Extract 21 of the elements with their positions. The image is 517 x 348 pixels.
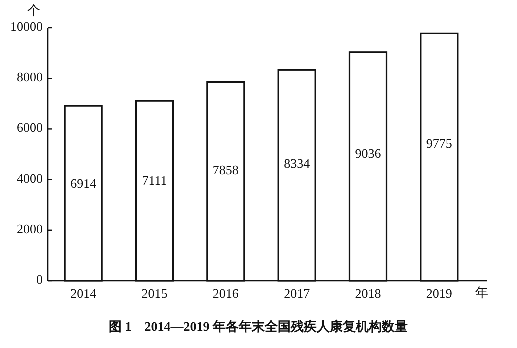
data-label: 7111	[142, 173, 168, 188]
text: 图 1 2014—2019 年各年末全国残疾人康复机构数量	[109, 318, 408, 334]
x-tick-label: 2014	[70, 286, 98, 301]
data-label: 6914	[70, 176, 98, 191]
y-tick-label: 6000	[17, 120, 43, 136]
x-tick-label: 2018	[355, 286, 382, 301]
y-tick-label: 2000	[17, 221, 43, 236]
data-label: 7858	[212, 162, 239, 178]
x-axis-title: 年	[476, 284, 488, 300]
x-tick-label: 2016	[212, 286, 240, 301]
x-tick-label: 2019	[426, 286, 452, 301]
x-tick-label: 2015	[142, 286, 168, 301]
data-label: 8334	[284, 156, 311, 172]
y-tick-label: 4000	[17, 170, 43, 186]
y-axis-title: 个	[28, 2, 40, 18]
y-tick-label: 8000	[17, 70, 43, 85]
x-tick-label: 2017	[284, 286, 311, 301]
y-tick-label: 10000	[10, 18, 43, 34]
y-tick-label: 0	[36, 272, 43, 287]
data-label: 9036	[355, 146, 382, 162]
data-label: 9775	[426, 136, 452, 151]
